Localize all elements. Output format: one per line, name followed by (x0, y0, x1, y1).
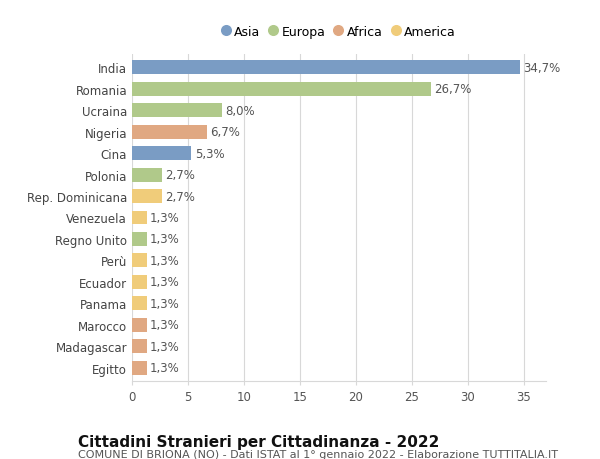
Text: COMUNE DI BRIONA (NO) - Dati ISTAT al 1° gennaio 2022 - Elaborazione TUTTITALIA.: COMUNE DI BRIONA (NO) - Dati ISTAT al 1°… (78, 449, 558, 459)
Bar (132, 297, 146, 311)
Bar (132, 233, 146, 246)
Bar (132, 361, 146, 375)
Bar (132, 254, 146, 268)
Bar (132, 83, 431, 96)
Text: 34,7%: 34,7% (524, 62, 561, 74)
Text: 1,3%: 1,3% (150, 297, 179, 310)
Text: 1,3%: 1,3% (150, 319, 179, 332)
Bar (132, 61, 520, 75)
Text: 2,7%: 2,7% (166, 168, 196, 182)
Text: 1,3%: 1,3% (150, 340, 179, 353)
Bar (132, 340, 146, 353)
Text: Cittadini Stranieri per Cittadinanza - 2022: Cittadini Stranieri per Cittadinanza - 2… (78, 434, 439, 449)
Bar (132, 147, 191, 161)
Bar (132, 318, 146, 332)
Text: 8,0%: 8,0% (225, 104, 254, 118)
Bar (132, 211, 146, 225)
Text: 5,3%: 5,3% (194, 147, 224, 160)
Text: 1,3%: 1,3% (150, 254, 179, 268)
Bar (132, 168, 162, 182)
Text: 2,7%: 2,7% (166, 190, 196, 203)
Bar (132, 275, 146, 289)
Text: 6,7%: 6,7% (211, 126, 240, 139)
Legend: Asia, Europa, Africa, America: Asia, Europa, Africa, America (219, 22, 459, 43)
Bar (132, 125, 207, 139)
Bar (132, 190, 162, 203)
Text: 1,3%: 1,3% (150, 276, 179, 289)
Bar (132, 104, 221, 118)
Text: 1,3%: 1,3% (150, 362, 179, 375)
Text: 1,3%: 1,3% (150, 212, 179, 224)
Text: 1,3%: 1,3% (150, 233, 179, 246)
Text: 26,7%: 26,7% (434, 83, 472, 96)
